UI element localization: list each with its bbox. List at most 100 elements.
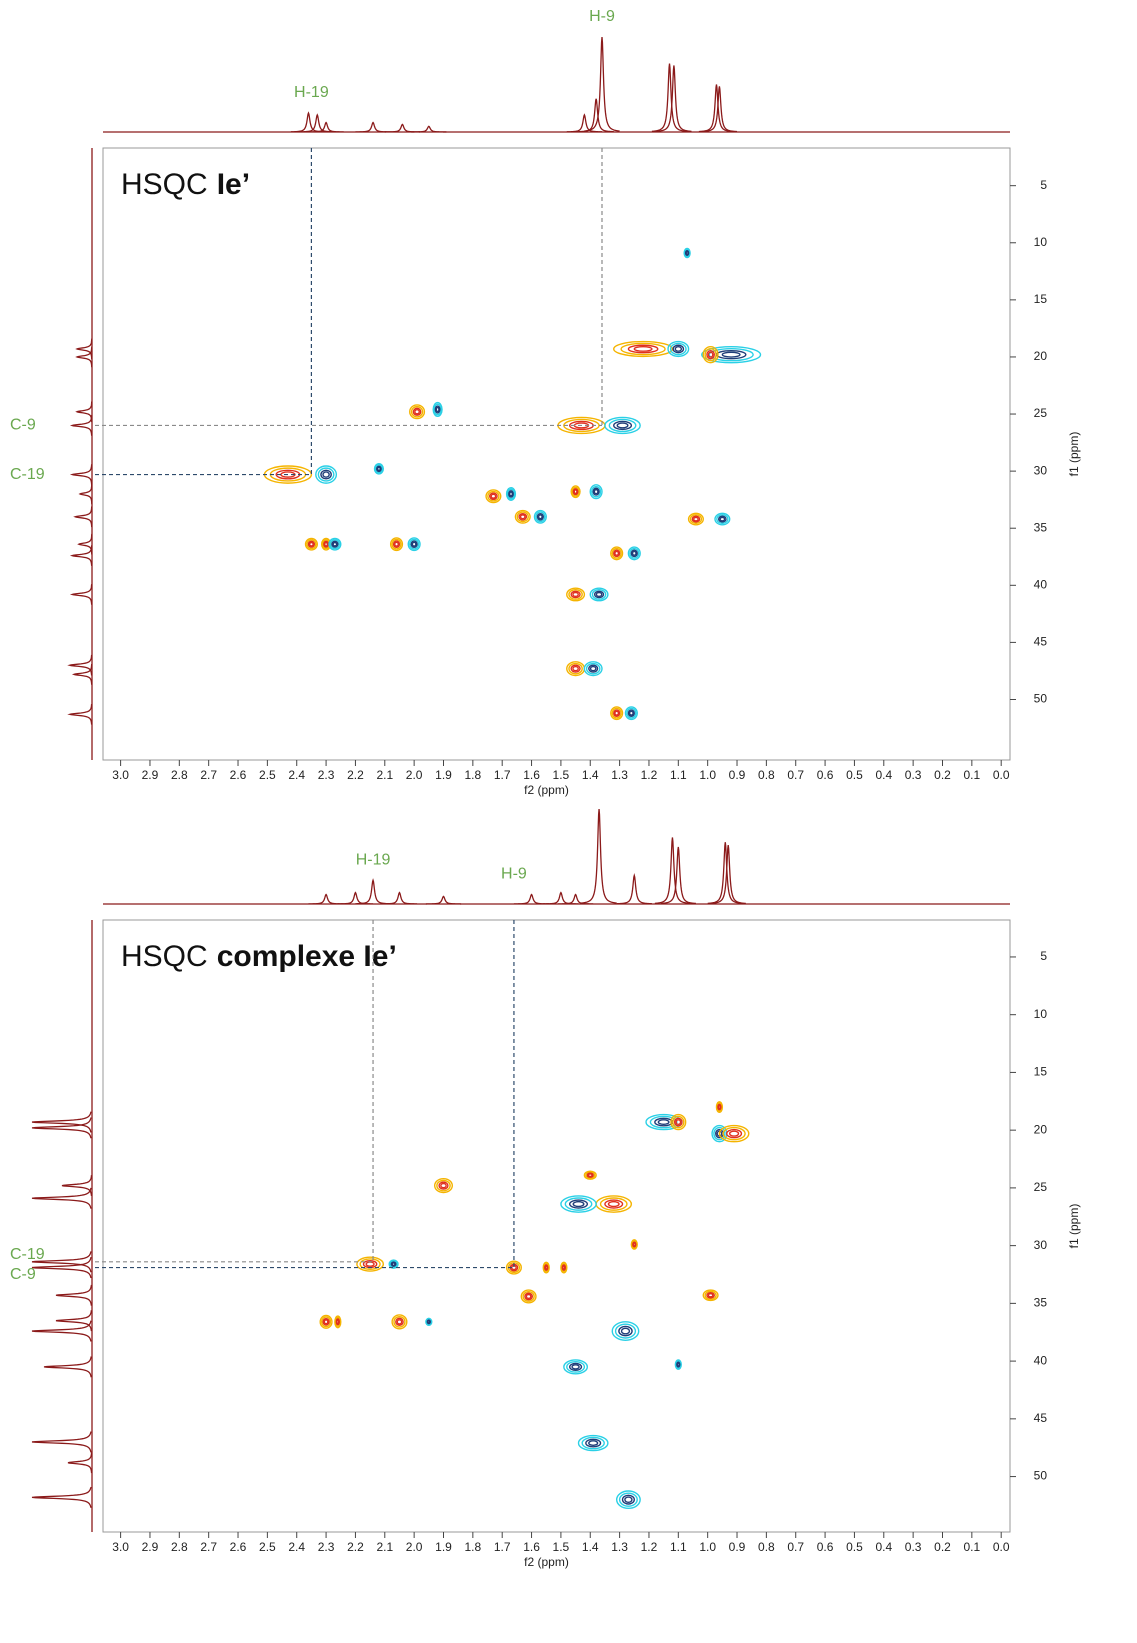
y-tick-label: 10: [1034, 235, 1048, 249]
contour: [392, 540, 401, 549]
title-text: HSQC: [121, 940, 208, 973]
x-tick-label: 1.0: [699, 1540, 716, 1554]
contour: [708, 347, 754, 362]
contour: [414, 408, 420, 415]
x-tick-label: 1.8: [465, 768, 482, 782]
contour: [490, 493, 497, 499]
contour: [593, 488, 599, 495]
f2-projection-peak: [656, 65, 692, 132]
x-tick-label: 1.9: [435, 1540, 452, 1554]
contour: [560, 1261, 568, 1274]
y-tick-label: 30: [1034, 1238, 1048, 1252]
contour: [616, 422, 629, 429]
y-tick-label: 35: [1034, 1296, 1048, 1310]
contour: [409, 404, 426, 420]
contour: [685, 250, 689, 256]
f1-projection-peak: [77, 533, 93, 555]
contour: [717, 515, 727, 523]
x-tick-label: 2.3: [318, 768, 335, 782]
contour: [611, 707, 622, 719]
contour: [320, 469, 332, 480]
f2-projection-peak: [557, 893, 594, 905]
h-label: H-19: [294, 84, 329, 101]
chart-title: HSQC complexe Ie’: [121, 940, 397, 973]
contour: [359, 1258, 381, 1271]
contour: [519, 514, 526, 520]
y-tick-label: 15: [1034, 1065, 1048, 1079]
f1-projection-peak: [43, 1356, 92, 1378]
contour: [336, 1319, 340, 1325]
f2-projection-peak: [355, 121, 391, 133]
contour: [535, 511, 546, 523]
f1-projection-peak: [75, 338, 93, 360]
x-tick-label: 0.8: [758, 768, 775, 782]
contour: [577, 1434, 609, 1452]
contour: [675, 1119, 682, 1126]
x-tick-label: 2.3: [318, 1540, 335, 1554]
contour: [684, 248, 691, 258]
contour: [595, 591, 603, 598]
y-tick-label: 20: [1034, 349, 1048, 363]
x-tick-label: 2.0: [406, 768, 423, 782]
f1-projection-peak: [69, 584, 93, 605]
f2-projection-peak: [425, 895, 462, 905]
title-bold: complexe Ie’: [217, 940, 397, 973]
contour: [388, 1259, 399, 1269]
contour: [518, 512, 528, 521]
contour: [672, 344, 685, 354]
contour: [715, 1101, 724, 1113]
contour: [633, 346, 653, 352]
h-label: H-9: [589, 8, 615, 25]
contour: [630, 549, 638, 558]
x-tick-label: 2.8: [171, 1540, 188, 1554]
contour: [629, 547, 640, 559]
contour: [425, 1318, 432, 1326]
contour: [673, 1117, 683, 1127]
contour: [683, 247, 691, 259]
x-tick-label: 2.0: [406, 1540, 423, 1554]
contour: [391, 538, 402, 550]
x-tick-label: 2.7: [200, 1540, 217, 1554]
f1-projection-peak: [31, 1187, 92, 1209]
contour: [373, 463, 385, 475]
contour: [704, 347, 717, 362]
x-tick-label: 0.0: [993, 1540, 1010, 1554]
contour: [657, 1119, 670, 1126]
contour: [714, 512, 731, 526]
f1-projection-peak: [55, 1284, 93, 1306]
contour: [566, 1360, 586, 1373]
contour: [572, 591, 579, 598]
contour: [573, 489, 578, 495]
contour: [583, 661, 603, 677]
x-tick-label: 1.6: [523, 1540, 540, 1554]
x-tick-label: 2.6: [230, 1540, 247, 1554]
contour: [614, 550, 620, 556]
f2-projection-peak: [543, 891, 579, 905]
contour: [701, 345, 762, 364]
contour: [568, 589, 583, 600]
contour: [621, 1494, 635, 1505]
x-tick-label: 1.1: [670, 768, 687, 782]
contour: [365, 1261, 375, 1267]
f2-projection-peak: [308, 121, 344, 133]
contour: [604, 416, 641, 435]
contour: [520, 1289, 537, 1304]
contour: [562, 1265, 566, 1270]
contour: [572, 1200, 585, 1208]
x-tick-label: 0.0: [993, 768, 1010, 782]
f1-projection-peak: [31, 1111, 92, 1133]
f2-projection-peak: [411, 125, 447, 133]
x-tick-label: 0.2: [934, 768, 951, 782]
y-axis-label: f1 (ppm): [1067, 1204, 1081, 1249]
contour: [716, 1102, 723, 1112]
contour: [614, 1323, 637, 1339]
x-tick-label: 0.8: [758, 1540, 775, 1554]
contour: [592, 487, 600, 496]
f1-projection-peak: [31, 1431, 92, 1453]
f1-projection-peak: [75, 346, 93, 368]
f1-projection-peak: [31, 1117, 92, 1139]
contour: [591, 589, 607, 600]
y-tick-label: 30: [1034, 463, 1048, 477]
x-tick-label: 1.7: [494, 768, 511, 782]
contour: [320, 1316, 332, 1328]
